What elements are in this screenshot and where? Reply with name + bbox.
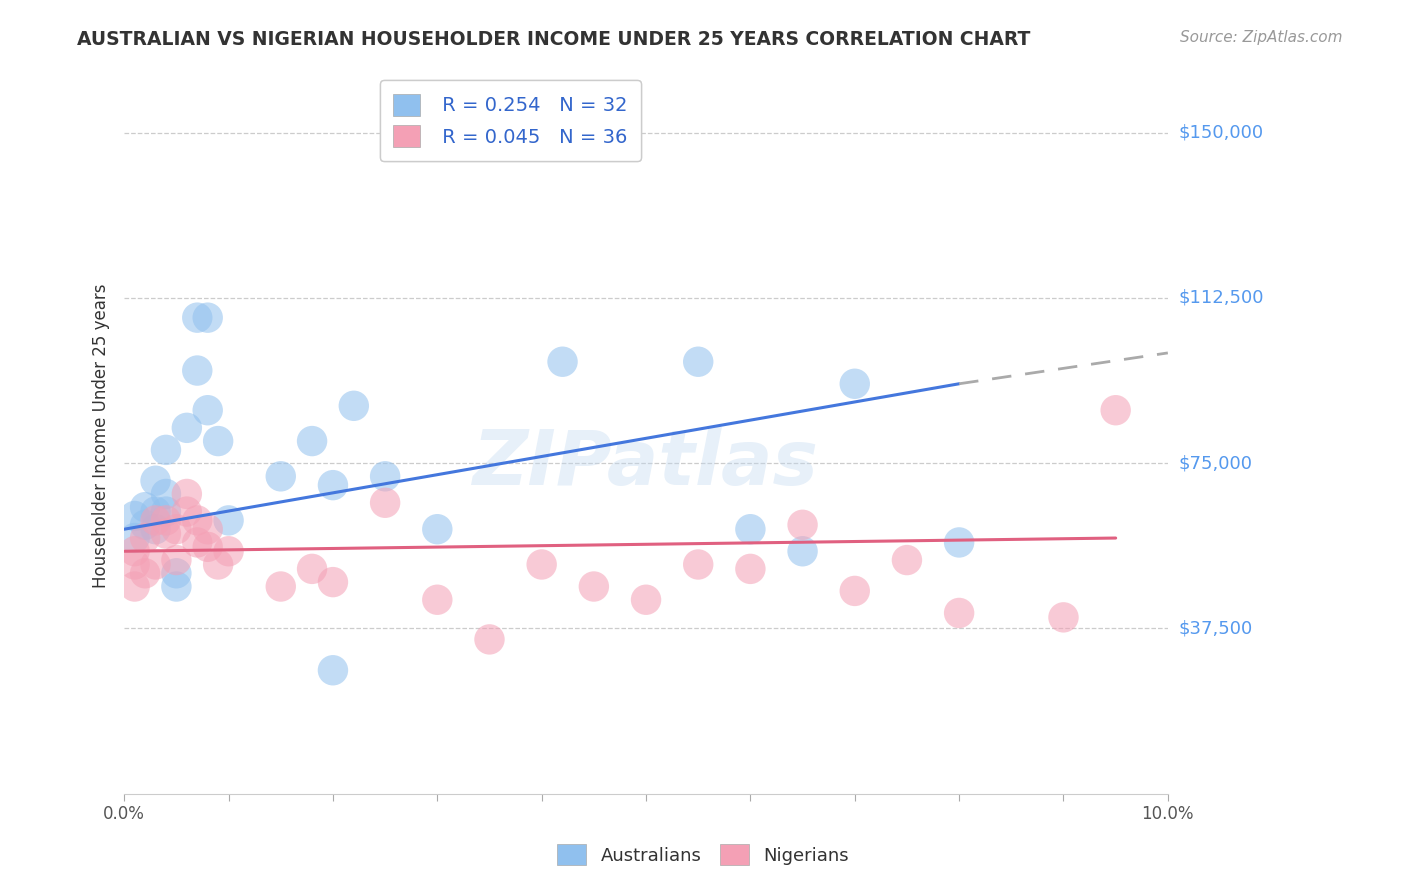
Text: $112,500: $112,500 — [1180, 289, 1264, 307]
Point — [176, 505, 198, 519]
Point — [374, 469, 396, 483]
Point — [322, 575, 344, 590]
Point — [530, 558, 553, 572]
Point — [134, 517, 156, 532]
Point — [124, 580, 146, 594]
Point — [688, 355, 710, 369]
Point — [270, 469, 292, 483]
Text: $75,000: $75,000 — [1180, 454, 1253, 472]
Point — [301, 562, 323, 576]
Point — [478, 632, 501, 647]
Point — [343, 399, 366, 413]
Point — [197, 403, 219, 417]
Point — [124, 508, 146, 523]
Point — [322, 663, 344, 677]
Point — [165, 553, 187, 567]
Point — [896, 553, 918, 567]
Text: $150,000: $150,000 — [1180, 123, 1264, 142]
Point — [186, 513, 208, 527]
Point — [155, 487, 177, 501]
Point — [270, 580, 292, 594]
Point — [551, 355, 574, 369]
Point — [207, 558, 229, 572]
Point — [155, 526, 177, 541]
Point — [165, 580, 187, 594]
Y-axis label: Householder Income Under 25 years: Householder Income Under 25 years — [93, 284, 110, 588]
Point — [145, 513, 167, 527]
Text: $37,500: $37,500 — [1180, 619, 1253, 638]
Point — [948, 606, 970, 620]
Legend:  R = 0.254   N = 32,  R = 0.045   N = 36: R = 0.254 N = 32, R = 0.045 N = 36 — [380, 80, 641, 161]
Point — [186, 363, 208, 377]
Point — [165, 566, 187, 581]
Text: Source: ZipAtlas.com: Source: ZipAtlas.com — [1180, 30, 1343, 45]
Point — [218, 513, 240, 527]
Point — [426, 592, 449, 607]
Point — [301, 434, 323, 448]
Point — [124, 544, 146, 558]
Point — [322, 478, 344, 492]
Text: ZIPatlas: ZIPatlas — [472, 427, 820, 501]
Point — [124, 558, 146, 572]
Point — [1105, 403, 1128, 417]
Point — [792, 517, 814, 532]
Point — [145, 474, 167, 488]
Point — [844, 583, 866, 598]
Point — [155, 513, 177, 527]
Point — [145, 558, 167, 572]
Point — [792, 544, 814, 558]
Point — [145, 505, 167, 519]
Point — [218, 544, 240, 558]
Point — [197, 522, 219, 536]
Point — [374, 496, 396, 510]
Point — [740, 522, 762, 536]
Point — [948, 535, 970, 549]
Point — [207, 434, 229, 448]
Point — [155, 442, 177, 457]
Point — [176, 487, 198, 501]
Text: AUSTRALIAN VS NIGERIAN HOUSEHOLDER INCOME UNDER 25 YEARS CORRELATION CHART: AUSTRALIAN VS NIGERIAN HOUSEHOLDER INCOM… — [77, 30, 1031, 49]
Point — [197, 540, 219, 554]
Point — [134, 566, 156, 581]
Point — [740, 562, 762, 576]
Point — [134, 500, 156, 515]
Point — [197, 310, 219, 325]
Point — [426, 522, 449, 536]
Point — [176, 421, 198, 435]
Point — [134, 531, 156, 545]
Point — [124, 531, 146, 545]
Point — [155, 505, 177, 519]
Point — [688, 558, 710, 572]
Point — [582, 580, 605, 594]
Point — [145, 522, 167, 536]
Point — [634, 592, 657, 607]
Point — [165, 522, 187, 536]
Point — [1052, 610, 1074, 624]
Legend: Australians, Nigerians: Australians, Nigerians — [548, 835, 858, 874]
Point — [844, 376, 866, 391]
Point — [186, 310, 208, 325]
Point — [186, 535, 208, 549]
